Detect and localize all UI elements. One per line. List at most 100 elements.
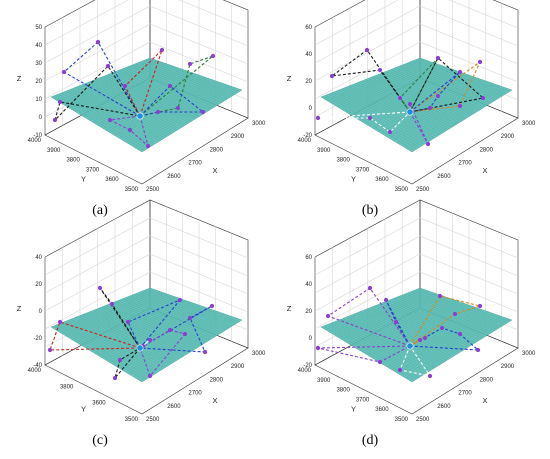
y-tick-label: 3900: [317, 148, 331, 154]
surface-mesh-line: [112, 302, 205, 344]
surface-mesh-line: [395, 297, 488, 336]
surface-mesh-line: [391, 312, 492, 370]
x-tick-label: 2900: [501, 134, 515, 140]
surface-mesh-line: [147, 288, 240, 322]
surface-mesh-line: [387, 70, 480, 111]
y-tick-label: 4000: [28, 368, 42, 374]
y-tick-label: 4000: [28, 138, 42, 144]
x-tick-label: 2600: [167, 174, 181, 180]
sensor-node: [187, 315, 193, 321]
surface-mesh-line: [391, 82, 492, 140]
y-axis-label: Y: [81, 175, 86, 184]
z-tick-label: 40: [305, 52, 312, 58]
z-tick-label: 0: [309, 336, 313, 342]
surface-mesh-line: [115, 301, 208, 342]
surface-mesh-line: [396, 84, 496, 143]
z-tick-label: 60: [305, 255, 312, 261]
y-tick-label: 3600: [105, 177, 119, 183]
surface-fill: [320, 57, 513, 153]
sensor-node: [52, 117, 58, 123]
sensor-node: [480, 95, 486, 101]
surface-mesh-line: [402, 294, 495, 331]
surface-mesh-line: [380, 78, 480, 133]
surface-mesh-line: [380, 73, 473, 115]
sensor-node: [387, 129, 393, 135]
sensor-node: [155, 109, 161, 115]
surface-mesh-line: [105, 75, 198, 119]
surface-mesh-line: [397, 296, 490, 335]
surface-mesh-line: [110, 308, 210, 363]
x-tick-label: 2800: [210, 377, 224, 383]
path-group: [315, 285, 483, 379]
y-tick-label: 3800: [66, 158, 80, 164]
x-tick-label: 2700: [188, 391, 202, 397]
uav-path: [409, 57, 485, 113]
surface-mesh-line: [402, 64, 495, 101]
sensor-node: [457, 331, 463, 337]
surface-mesh-line: [119, 81, 220, 139]
y-tick-label: 3900: [317, 378, 331, 384]
sensor-node: [329, 73, 335, 79]
surface-mesh-line: [112, 309, 213, 365]
surface-mesh-line: [382, 79, 483, 135]
x-tick-label: 3000: [252, 351, 266, 357]
sensor-node: [367, 115, 373, 121]
sensor-node: [117, 357, 123, 363]
surface-mesh-line: [407, 88, 508, 150]
uav-path: [99, 287, 141, 349]
surface-mesh-line: [145, 59, 238, 94]
uav-path: [49, 321, 141, 351]
surface-mesh-line: [135, 63, 228, 100]
surface-mesh-line: [125, 297, 218, 336]
sensor-node: [435, 93, 441, 99]
x-tick-label: 2500: [146, 417, 160, 423]
z-tick-label: 20: [35, 79, 42, 85]
sensor-node: [57, 99, 63, 105]
surface-mesh-line: [370, 75, 471, 128]
z-axis-label: Z: [17, 304, 22, 313]
surface-mesh-line: [372, 76, 465, 120]
x-tick-label: 2500: [416, 417, 430, 423]
x-tick-label: 2900: [231, 364, 245, 370]
sensor-node: [393, 319, 399, 325]
uav-path: [326, 287, 411, 347]
surface-mesh-line: [384, 310, 485, 366]
surface-mesh-line: [400, 295, 493, 333]
surface-mesh-line: [377, 304, 470, 347]
surface-mesh-line: [132, 64, 225, 101]
y-tick-label: 3700: [86, 167, 100, 173]
caption-d: (d): [362, 433, 379, 448]
sensor-node: [435, 55, 441, 61]
surface-mesh-line: [392, 298, 485, 338]
z-tick-label: 10: [35, 97, 42, 103]
surface-mesh-line: [114, 80, 215, 136]
y-axis-label: Y: [351, 405, 356, 414]
y-tick-label: 3900: [47, 148, 61, 154]
surface-mesh-line: [110, 73, 203, 115]
path-group: [315, 47, 486, 147]
surface-mesh-line: [382, 302, 475, 344]
surface-mesh-line: [107, 74, 200, 117]
x-tick-label: 2600: [437, 404, 451, 410]
y-tick-label: 3800: [60, 384, 74, 390]
y-tick-label: 3500: [125, 187, 139, 193]
surface-mesh-line: [115, 71, 208, 112]
x-axis-label: X: [482, 396, 487, 405]
sensor-node: [47, 347, 53, 353]
surface-mesh-line: [135, 317, 236, 378]
surface-mesh-line: [375, 307, 476, 361]
x-tick-label: 2800: [480, 147, 494, 153]
sensor-node: [477, 59, 483, 65]
surface-mesh-line: [377, 74, 470, 117]
surface-mesh-line: [147, 58, 240, 92]
z-axis-label: Z: [17, 74, 22, 83]
surface-mesh-line: [135, 87, 236, 148]
uav-path: [317, 111, 411, 133]
sensor-node: [439, 325, 445, 331]
surface-mesh-line: [117, 70, 210, 111]
z-gridline: [44, 235, 249, 294]
